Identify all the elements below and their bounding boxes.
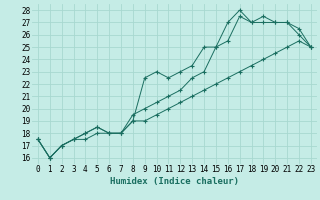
X-axis label: Humidex (Indice chaleur): Humidex (Indice chaleur) (110, 177, 239, 186)
